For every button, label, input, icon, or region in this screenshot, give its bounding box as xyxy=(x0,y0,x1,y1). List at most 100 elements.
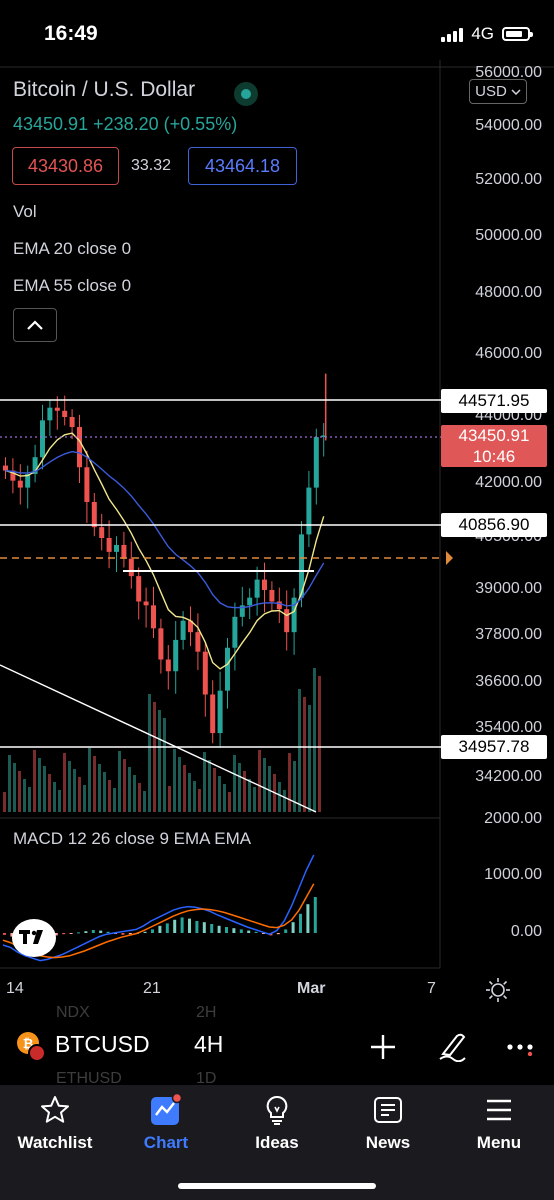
chevron-up-icon xyxy=(27,320,43,330)
add-icon[interactable] xyxy=(369,1033,397,1061)
macd-histogram-bar xyxy=(173,919,177,933)
tab-label: News xyxy=(365,1133,411,1152)
buy-button[interactable]: 43464.18 xyxy=(188,147,297,185)
candle xyxy=(180,620,186,640)
macd-histogram-bar xyxy=(128,933,132,935)
candle xyxy=(313,437,319,488)
volume-bars xyxy=(3,668,321,812)
ema20-line xyxy=(5,432,325,670)
price-axis-label: 34200.00 xyxy=(475,768,542,785)
volume-bar xyxy=(303,697,306,812)
candle xyxy=(47,407,53,421)
volume-bar xyxy=(313,668,316,812)
macd-histogram-bar xyxy=(276,933,280,935)
price-axis-label: 37800.00 xyxy=(475,626,542,643)
volume-bar xyxy=(243,771,246,812)
chevron-down-icon xyxy=(511,88,521,95)
chart-settings-icon[interactable] xyxy=(485,977,511,1003)
volume-bar xyxy=(98,764,101,812)
macd-histogram-bar xyxy=(180,917,184,933)
price-chart[interactable] xyxy=(0,60,554,1000)
macd-histogram-bar xyxy=(121,933,125,935)
macd-histogram-bar xyxy=(143,931,147,933)
candle xyxy=(128,558,134,577)
star-icon xyxy=(38,1093,72,1127)
candle xyxy=(91,502,97,528)
tab-ideas[interactable]: Ideas xyxy=(222,1085,332,1165)
tab-menu[interactable]: Menu xyxy=(444,1085,554,1165)
ghost-symbol: ETHUSD xyxy=(56,1070,122,1087)
tab-news[interactable]: News xyxy=(333,1085,443,1165)
volume-bar xyxy=(3,792,6,812)
currency-selector[interactable]: USD xyxy=(469,79,527,104)
candle xyxy=(54,407,60,411)
price-axis-label: 56000.00 xyxy=(475,64,542,81)
level-tag: 44571.95 xyxy=(441,389,547,413)
macd-histogram-bar xyxy=(10,933,14,937)
candle xyxy=(188,620,193,633)
macd-histogram-bar xyxy=(313,897,317,933)
price-axis-label: 36600.00 xyxy=(475,673,542,690)
collapse-legend-button[interactable] xyxy=(13,308,57,342)
volume-bar xyxy=(293,761,296,812)
hamburger-icon xyxy=(482,1093,516,1127)
indicator-ema20[interactable]: EMA 20 close 0 xyxy=(13,239,132,258)
macd-histogram-bar xyxy=(106,931,110,933)
macd-histogram-bar xyxy=(202,922,206,933)
volume-bar xyxy=(228,792,231,812)
macd-histogram-bar xyxy=(77,932,80,934)
volume-bar xyxy=(113,788,116,812)
volume-bar xyxy=(238,763,241,812)
macd-histogram-bar xyxy=(195,921,199,933)
volume-bar xyxy=(83,785,86,812)
date-label: 14 xyxy=(6,980,24,997)
network-label: 4G xyxy=(471,24,494,43)
candle xyxy=(202,651,208,695)
indicator-macd[interactable]: MACD 12 26 close 9 EMA EMA xyxy=(13,829,252,848)
candle xyxy=(114,544,119,552)
volume-bar xyxy=(138,783,141,812)
candle xyxy=(269,590,275,602)
volume-bar xyxy=(278,782,281,812)
symbol-title[interactable]: Bitcoin / U.S. Dollar xyxy=(13,78,196,101)
candle xyxy=(173,639,179,672)
volume-bar xyxy=(193,781,196,812)
macd-histogram-bar xyxy=(217,925,221,933)
indicator-ema55[interactable]: EMA 55 close 0 xyxy=(13,276,132,295)
volume-bar xyxy=(213,768,216,812)
date-label: 7 xyxy=(427,980,436,997)
more-icon[interactable] xyxy=(505,1038,537,1056)
volume-bar xyxy=(308,705,311,812)
volume-bar xyxy=(153,702,156,812)
bar-countdown: 10:46 xyxy=(472,447,516,466)
drawing-tool-icon[interactable] xyxy=(437,1030,469,1062)
signal-icon xyxy=(441,26,464,42)
volume-bar xyxy=(103,772,106,812)
volume-bar xyxy=(33,750,36,812)
candle xyxy=(321,435,327,438)
spread-value: 33.32 xyxy=(131,157,172,174)
newspaper-icon xyxy=(371,1093,405,1127)
level-tag: 40856.90 xyxy=(441,513,547,537)
volume-bar xyxy=(233,755,236,812)
ghost-interval: 2H xyxy=(196,1004,217,1021)
volume-bar xyxy=(13,763,16,812)
volume-bar xyxy=(188,773,191,812)
symbol-selector[interactable]: BTCUSD xyxy=(55,1031,150,1057)
candle xyxy=(254,579,260,598)
volume-bar xyxy=(38,758,41,812)
candle xyxy=(239,605,245,617)
tab-chart[interactable]: Chart xyxy=(111,1085,221,1165)
indicator-vol[interactable]: Vol xyxy=(13,202,37,221)
volume-bar xyxy=(263,758,266,812)
macd-histogram-bar xyxy=(291,922,295,933)
macd-histogram-bar xyxy=(299,913,302,933)
tab-watchlist[interactable]: Watchlist xyxy=(0,1085,110,1165)
interval-selector[interactable]: 4H xyxy=(194,1031,224,1057)
sell-button[interactable]: 43430.86 xyxy=(12,147,119,185)
volume-bar xyxy=(198,789,201,812)
candle xyxy=(25,473,31,488)
macd-histogram-bar xyxy=(165,923,169,933)
candle xyxy=(247,597,253,606)
tab-bar: Watchlist Chart Ideas News Menu xyxy=(0,1085,554,1200)
